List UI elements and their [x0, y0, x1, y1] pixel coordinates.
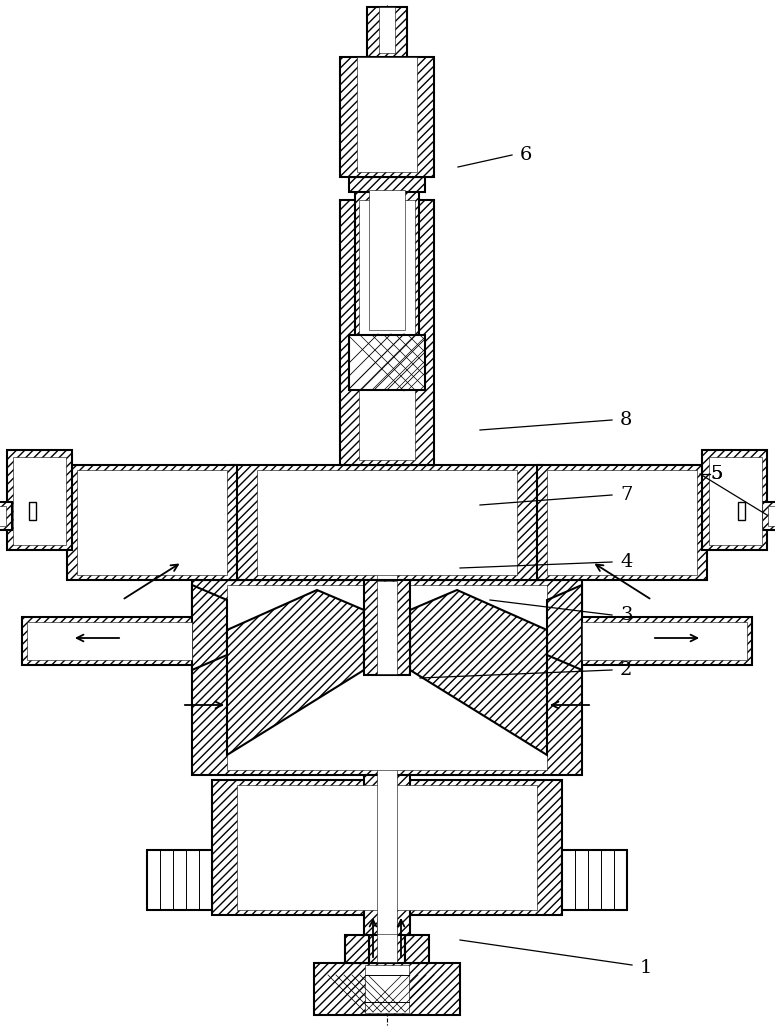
Bar — [355, 190, 419, 335]
Bar — [709, 457, 762, 545]
Bar — [577, 617, 752, 665]
Bar — [377, 506, 397, 934]
Bar — [340, 57, 434, 177]
Bar — [237, 785, 537, 909]
Bar — [364, 505, 410, 935]
Text: 1: 1 — [640, 959, 653, 977]
Bar — [365, 965, 409, 1012]
Bar — [562, 850, 627, 909]
Bar — [349, 177, 425, 192]
Bar — [22, 617, 197, 665]
Bar — [377, 581, 397, 674]
Bar — [192, 580, 582, 775]
Bar — [359, 200, 415, 460]
Bar — [349, 335, 425, 390]
Bar — [340, 200, 434, 465]
Bar — [0, 506, 6, 526]
Bar — [379, 7, 395, 53]
Bar — [702, 450, 767, 550]
Bar — [405, 935, 429, 963]
Bar — [257, 470, 517, 575]
Polygon shape — [192, 585, 227, 670]
Bar — [7, 450, 72, 550]
Bar — [227, 585, 547, 770]
Text: 6: 6 — [520, 146, 532, 164]
Text: 7: 7 — [620, 486, 632, 504]
Bar — [212, 780, 562, 915]
Bar — [377, 918, 397, 962]
Text: 5: 5 — [710, 465, 722, 483]
Bar — [0, 502, 12, 530]
Bar — [314, 963, 460, 1015]
Bar — [27, 622, 192, 660]
Bar — [369, 918, 405, 963]
Bar — [367, 7, 407, 57]
Bar — [345, 935, 369, 963]
Polygon shape — [547, 585, 582, 670]
Text: 4: 4 — [620, 553, 632, 571]
Bar — [364, 580, 410, 675]
Bar — [29, 502, 36, 520]
Bar — [13, 457, 66, 545]
Polygon shape — [410, 590, 547, 755]
Bar — [369, 190, 405, 330]
Polygon shape — [227, 590, 364, 755]
Bar — [582, 622, 747, 660]
Bar — [232, 465, 542, 580]
Bar — [357, 57, 417, 172]
Bar — [67, 465, 237, 580]
Bar — [77, 470, 227, 575]
Text: 2: 2 — [620, 661, 632, 679]
Bar — [147, 850, 212, 909]
Bar — [762, 502, 775, 530]
Bar — [738, 502, 745, 520]
Bar — [537, 465, 707, 580]
Bar — [547, 470, 697, 575]
Text: 5: 5 — [710, 465, 722, 483]
Bar — [768, 506, 775, 526]
Text: 3: 3 — [620, 606, 632, 624]
Text: 8: 8 — [620, 411, 632, 430]
